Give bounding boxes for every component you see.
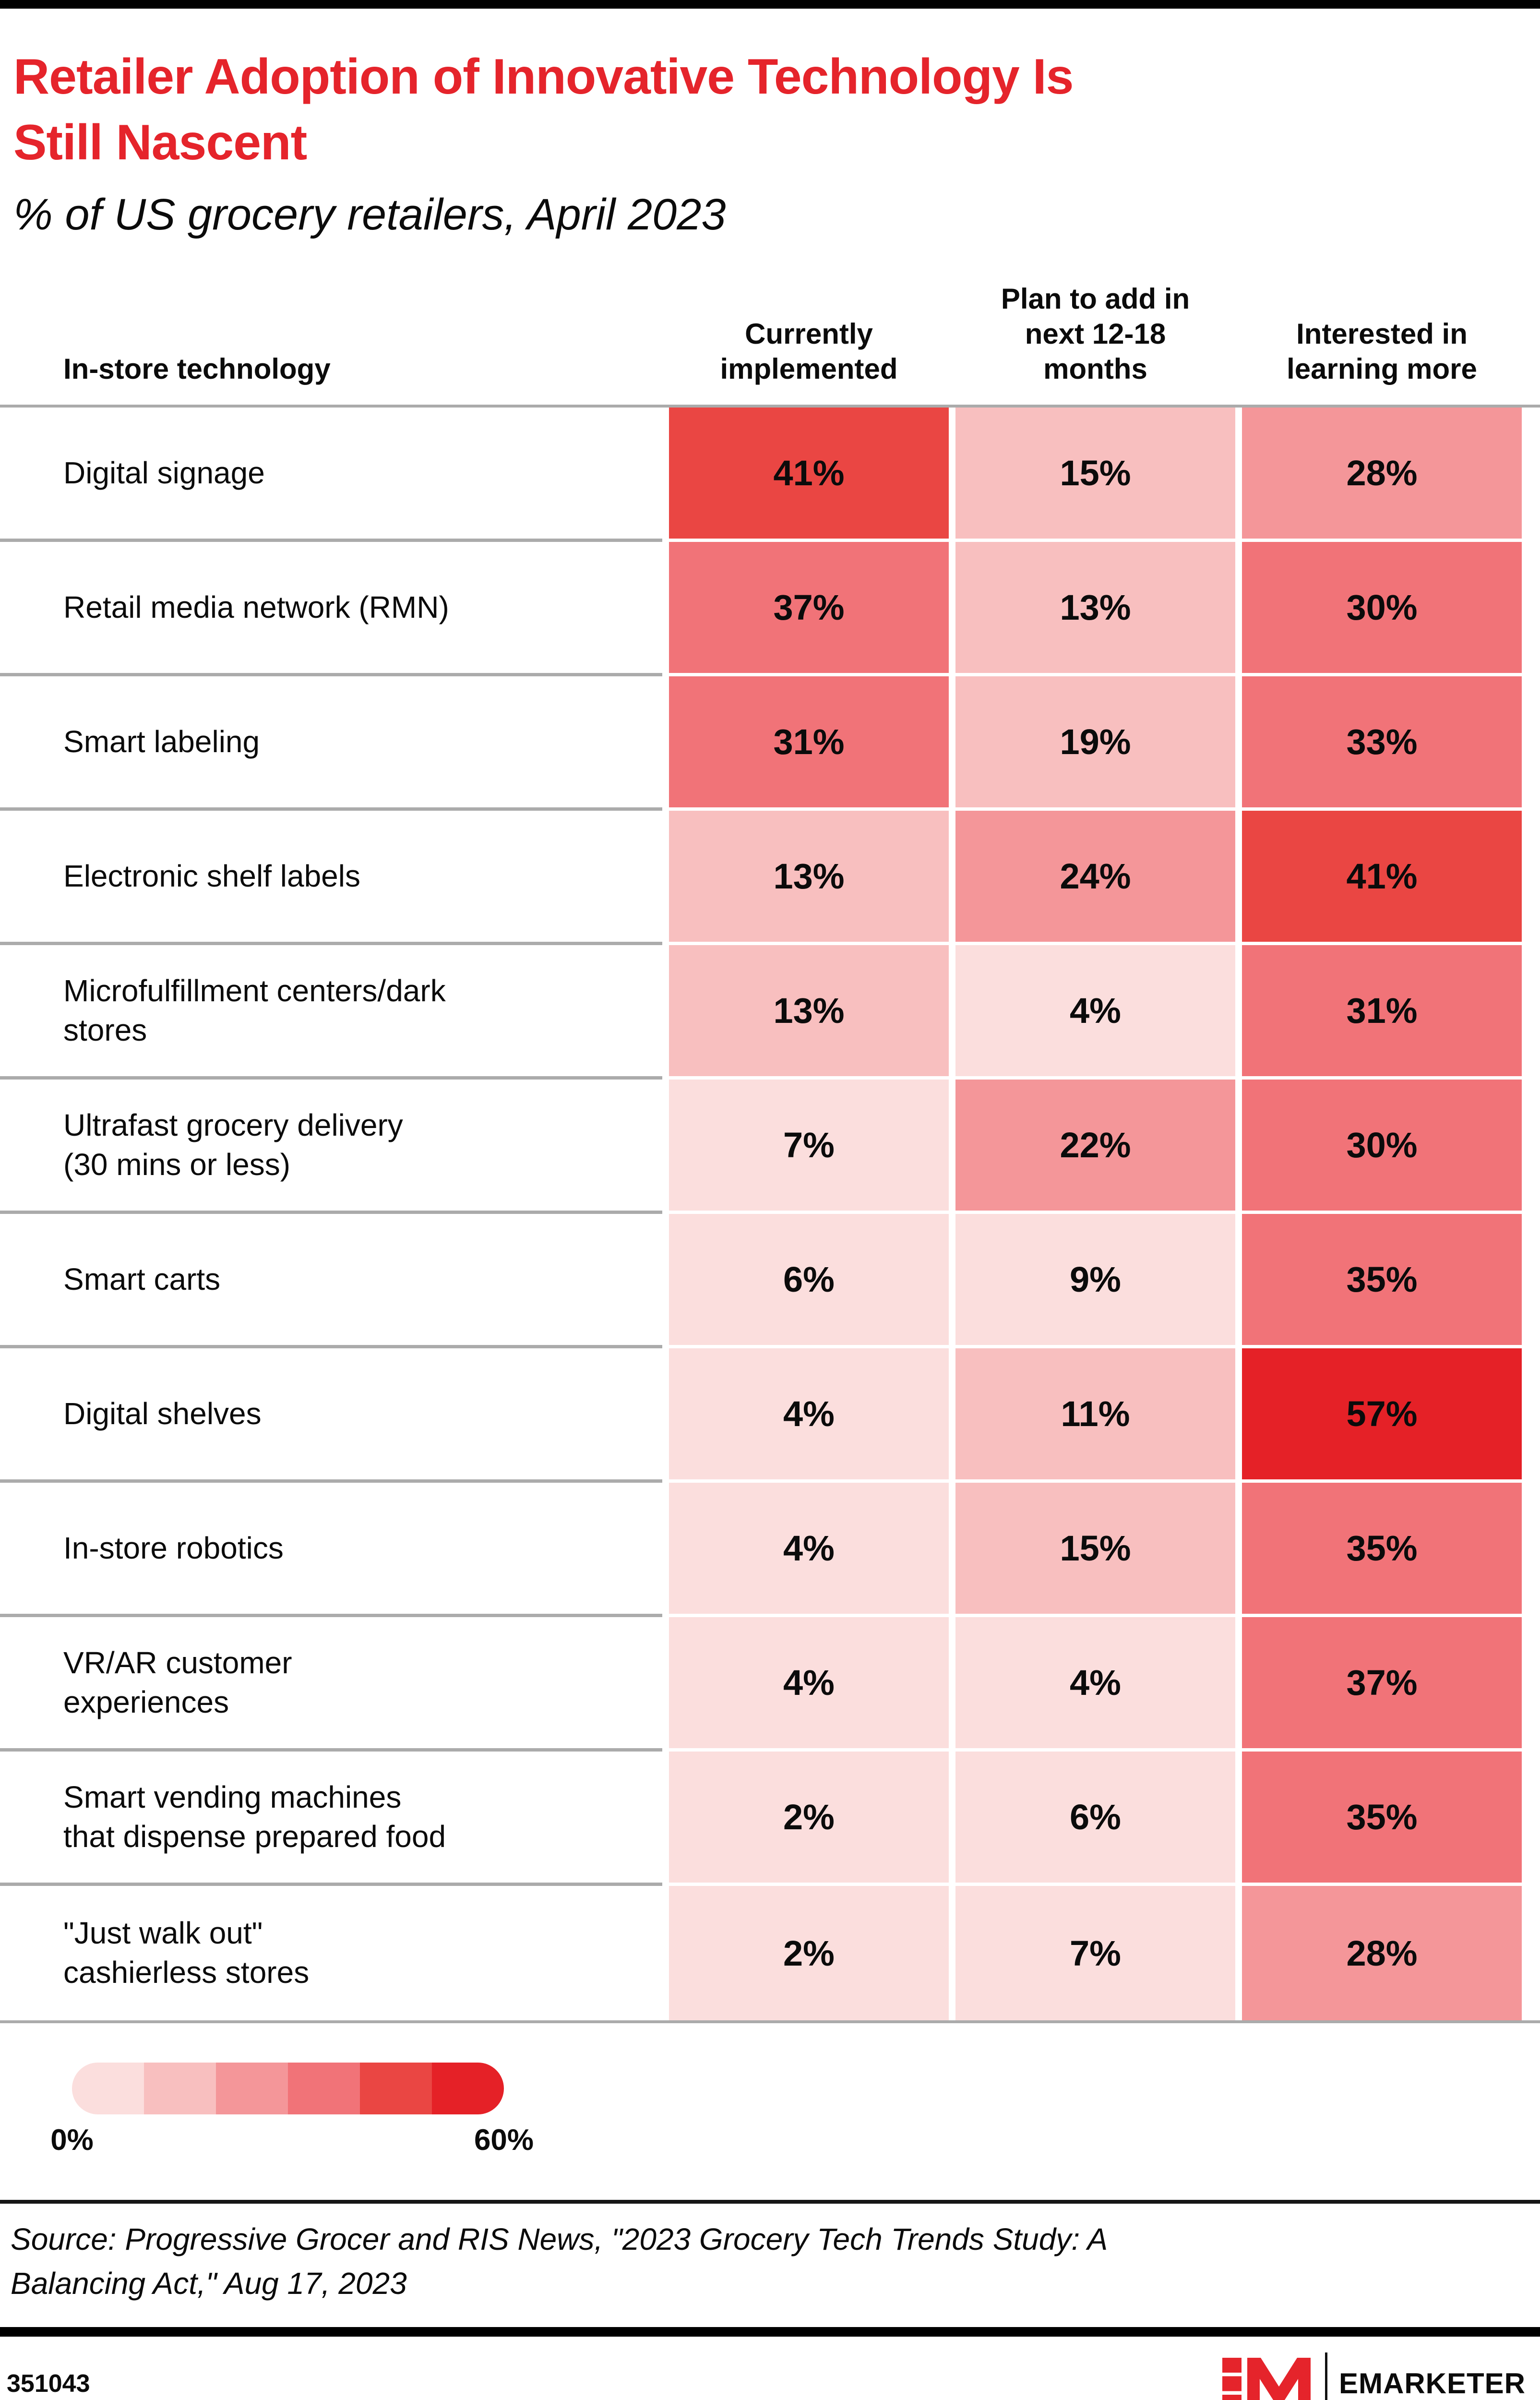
value-cell-interested-learning: 35% <box>1242 1752 1522 1886</box>
table-row: Smart labeling 31% 19% 33% <box>0 676 1540 811</box>
table-body: Digital signage 41% 15% 28% Retail media… <box>0 405 1540 2024</box>
value-cell-interested-learning: 30% <box>1242 1080 1522 1214</box>
value-cell-currently-implemented: 2% <box>669 1752 949 1886</box>
logo-divider <box>1325 2352 1327 2400</box>
chart-title: Retailer Adoption of Innovative Technolo… <box>13 49 1074 171</box>
legend-color-segment <box>144 2063 216 2115</box>
legend-gradient-bar <box>72 2063 504 2115</box>
table-row: Retail media network (RMN) 37% 13% 30% <box>0 542 1540 677</box>
source-note: Source: Progressive Grocer and RIS News,… <box>11 2222 1108 2301</box>
legend-min-label: 0% <box>50 2124 94 2157</box>
legend-color-segment <box>72 2063 144 2115</box>
value-cell-currently-implemented: 13% <box>669 811 949 946</box>
legend-color-segment <box>432 2063 504 2115</box>
row-label: "Just walk out" cashierless stores <box>63 1916 310 1990</box>
row-label: Microfulfillment centers/dark stores <box>0 945 662 1080</box>
row-label: Digital signage <box>0 408 662 542</box>
table-row: Smart carts 6% 9% 35% <box>0 1214 1540 1349</box>
table-header: In-store technology Currently implemente… <box>0 281 1540 405</box>
value-cell-currently-implemented: 4% <box>669 1617 949 1752</box>
value-cell-interested-learning: 35% <box>1242 1483 1522 1618</box>
table-row: Digital shelves 4% 11% 57% <box>0 1348 1540 1483</box>
value-cell-plan-to-add: 11% <box>955 1348 1235 1483</box>
value-cell-currently-implemented: 6% <box>669 1214 949 1349</box>
table-row: Smart vending machines that dispense pre… <box>0 1752 1540 1886</box>
value-cell-plan-to-add: 6% <box>955 1752 1235 1886</box>
value-cell-currently-implemented: 7% <box>669 1080 949 1214</box>
table-row: Microfulfillment centers/dark stores 13%… <box>0 945 1540 1080</box>
value-cell-interested-learning: 37% <box>1242 1617 1522 1752</box>
value-cell-interested-learning: 28% <box>1242 408 1522 542</box>
value-cell-plan-to-add: 9% <box>955 1214 1235 1349</box>
table-row: In-store robotics 4% 15% 35% <box>0 1483 1540 1618</box>
chart-id: 351043 <box>7 2369 90 2398</box>
legend-color-segment <box>288 2063 360 2115</box>
value-cell-interested-learning: 31% <box>1242 945 1522 1080</box>
value-cell-interested-learning: 33% <box>1242 676 1522 811</box>
footer-black-bar <box>0 2327 1540 2337</box>
value-cell-plan-to-add: 22% <box>955 1080 1235 1214</box>
source-divider-rule <box>0 2200 1540 2204</box>
value-cell-interested-learning: 30% <box>1242 542 1522 677</box>
row-label: Smart carts <box>0 1214 662 1349</box>
value-cell-currently-implemented: 41% <box>669 408 949 542</box>
color-scale-legend: 0% 60% <box>50 2063 534 2167</box>
column-header-currently-implemented: Currently implemented <box>720 317 898 385</box>
table-row: VR/AR customer experiences 4% 4% 37% <box>0 1617 1540 1752</box>
row-label: In-store robotics <box>0 1483 662 1618</box>
value-cell-plan-to-add: 7% <box>955 1886 1235 2021</box>
value-cell-currently-implemented: 2% <box>669 1886 949 2021</box>
value-cell-interested-learning: 35% <box>1242 1214 1522 1349</box>
row-label: Digital shelves <box>0 1348 662 1483</box>
footer: 351043 EMARKETER <box>0 2337 1540 2400</box>
column-header-plan-to-add: Plan to add in next 12-18 months <box>1001 282 1190 385</box>
table-row: Ultrafast grocery delivery (30 mins or l… <box>0 1080 1540 1214</box>
value-cell-currently-implemented: 4% <box>669 1348 949 1483</box>
legend-max-label: 60% <box>474 2124 534 2157</box>
column-header-interested-learning: Interested in learning more <box>1287 317 1477 385</box>
row-label: Ultrafast grocery delivery (30 mins or l… <box>0 1080 662 1214</box>
value-cell-plan-to-add: 15% <box>955 1483 1235 1618</box>
row-label: VR/AR customer experiences <box>0 1617 662 1752</box>
value-cell-plan-to-add: 4% <box>955 1617 1235 1752</box>
em-logo-mark-icon <box>1222 2357 1311 2400</box>
row-label: Electronic shelf labels <box>0 811 662 946</box>
value-cell-plan-to-add: 4% <box>955 945 1235 1080</box>
value-cell-plan-to-add: 19% <box>955 676 1235 811</box>
value-cell-plan-to-add: 15% <box>955 408 1235 542</box>
value-cell-interested-learning: 57% <box>1242 1348 1522 1483</box>
table-row: "Just walk out" cashierless stores 2% 7%… <box>0 1886 1540 2021</box>
value-cell-interested-learning: 41% <box>1242 811 1522 946</box>
emarketer-wordmark: EMARKETER <box>1338 2367 1526 2400</box>
value-cell-interested-learning: 28% <box>1242 1886 1522 2021</box>
table-row: Electronic shelf labels 13% 24% 41% <box>0 811 1540 946</box>
value-cell-currently-implemented: 37% <box>669 542 949 677</box>
legend-labels: 0% 60% <box>50 2123 534 2167</box>
row-label: Smart labeling <box>0 676 662 811</box>
value-cell-plan-to-add: 24% <box>955 811 1235 946</box>
value-cell-plan-to-add: 13% <box>955 542 1235 677</box>
legend-color-segment <box>360 2063 432 2115</box>
chart-subtitle: % of US grocery retailers, April 2023 <box>13 190 726 239</box>
column-header-in-store-technology: In-store technology <box>63 353 331 385</box>
value-cell-currently-implemented: 31% <box>669 676 949 811</box>
row-label: Retail media network (RMN) <box>0 542 662 677</box>
value-cell-currently-implemented: 4% <box>669 1483 949 1618</box>
value-cell-currently-implemented: 13% <box>669 945 949 1080</box>
table-row: Digital signage 41% 15% 28% <box>0 408 1540 542</box>
legend-color-segment <box>216 2063 288 2115</box>
row-label: Smart vending machines that dispense pre… <box>0 1752 662 1886</box>
emarketer-logo: EMARKETER <box>1222 2352 1526 2400</box>
top-bar <box>0 0 1540 9</box>
